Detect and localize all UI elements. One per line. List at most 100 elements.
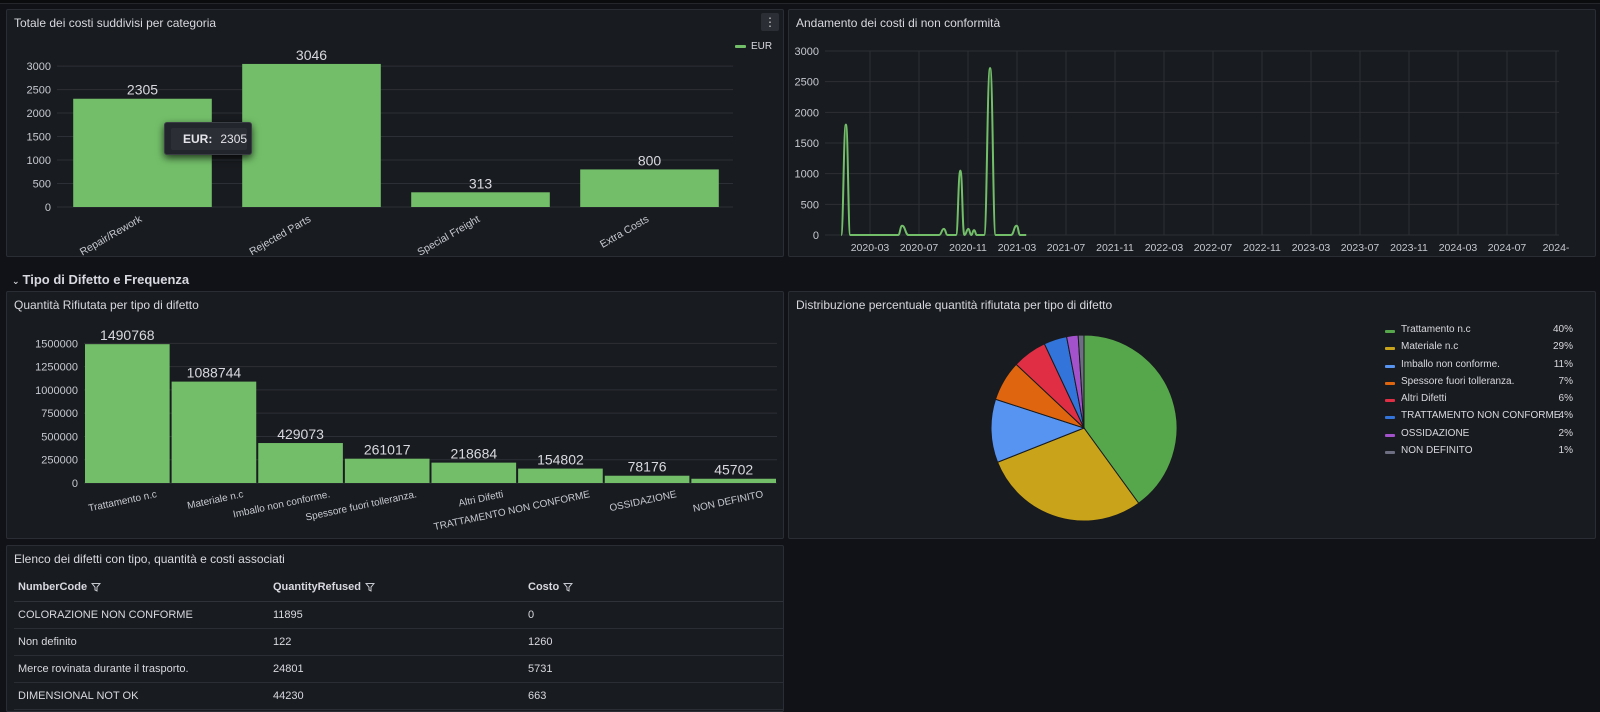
y-tick-label: 250000 — [41, 455, 78, 467]
legend-label: Trattamento n.c — [1401, 324, 1471, 335]
bar-value-label: 1490768 — [100, 327, 155, 343]
bar — [258, 443, 343, 483]
cell-quantity: 11895 — [269, 601, 524, 629]
y-tick-label: 2500 — [27, 85, 51, 97]
bar-value-label: 800 — [638, 152, 662, 168]
y-tick-label: 750000 — [41, 408, 78, 420]
trend-line-chart[interactable]: 0 500 1000 1500 2000 2500 3000 2020-03 2020-07 20… — [789, 10, 1596, 257]
cell-numbercode: COLORAZIONE NON CONFORME — [14, 601, 269, 629]
y-tick-label: 3000 — [27, 61, 51, 73]
table-row[interactable]: DIMENSIONAL NOT OK 44230 663 — [14, 682, 783, 710]
legend-label: Imballo non conforme. — [1401, 358, 1500, 370]
x-tick-label: 2020-11 — [949, 242, 987, 254]
series-line — [840, 67, 1027, 237]
bar — [85, 344, 170, 483]
x-tick-label: Repair/Rework — [78, 213, 145, 257]
bar-value-label: 218684 — [450, 446, 497, 462]
x-tick-label: Trattamento n.c — [87, 489, 157, 514]
legend-label: Materiale n.c — [1401, 341, 1459, 353]
legend-item[interactable]: Imballo non conforme. 11% — [1385, 359, 1573, 376]
table-row[interactable]: Merce rovinata durante il trasporto. 248… — [14, 655, 783, 683]
quantity-bar-chart[interactable]: 0 250000 500000 750000 1000000 1250000 1500000… — [7, 292, 784, 539]
x-tick-label: Rejected Parts — [247, 213, 313, 257]
bar-value-label: 1088744 — [187, 365, 242, 381]
bar — [171, 381, 257, 483]
panel-cost-trend: Andamento dei costi di non conformità 0 5… — [788, 9, 1596, 257]
cell-costo: 663 — [524, 682, 783, 710]
legend-item[interactable]: TRATTAMENTO NON CONFORME 4% — [1385, 410, 1573, 427]
x-tick-label: 2020-03 — [851, 242, 890, 254]
x-tick-label: 2021-03 — [998, 242, 1037, 254]
legend-item[interactable]: NON DEFINITO 1% — [1385, 445, 1573, 462]
pie-slice — [1083, 334, 1178, 504]
bar-value-label: 45702 — [714, 462, 753, 478]
costs-bar-chart[interactable]: 0 500 1000 1500 2000 2500 3000 2305 Repair/Rewor… — [7, 10, 784, 257]
tooltip-key: EUR: — [183, 132, 213, 146]
bar — [431, 462, 517, 483]
legend-item[interactable]: Trattamento n.c 40% — [1385, 324, 1573, 341]
legend-label: NON DEFINITO — [1401, 445, 1473, 457]
legend-swatch — [1385, 451, 1395, 455]
legend-item[interactable]: OSSIDAZIONE 2% — [1385, 428, 1573, 445]
legend-percent: 7% — [1558, 375, 1573, 387]
legend-swatch — [1385, 433, 1395, 437]
y-tick-label: 1000 — [795, 169, 819, 181]
y-tick-label: 2000 — [27, 108, 51, 120]
legend-item[interactable]: Spessore fuori tolleranza. 7% — [1385, 376, 1573, 393]
y-tick-label: 0 — [72, 478, 78, 490]
legend-percent: 1% — [1558, 445, 1573, 457]
panel-defect-table: Elenco dei difetti con tipo, quantità e … — [6, 545, 784, 712]
table-row[interactable]: Non definito 122 1260 — [14, 628, 783, 656]
table-row[interactable]: COLORAZIONE NON CONFORME 11895 0 — [14, 601, 783, 629]
panel-quantity-refused: Quantità Rifiutata per tipo di difetto 0… — [6, 291, 784, 539]
x-tick-label: 2020-07 — [900, 242, 939, 254]
cell-quantity: 122 — [269, 628, 524, 656]
panel-menu-icon[interactable]: ⋮ — [761, 13, 779, 31]
x-tick-label: Altri Difetti — [458, 489, 505, 509]
y-tick-label: 1500 — [795, 138, 819, 150]
bar — [242, 63, 381, 208]
legend-percent: 11% — [1553, 358, 1573, 370]
column-header-numbercode[interactable]: NumberCode — [14, 574, 269, 602]
panel-title: Elenco dei difetti con tipo, quantità e … — [14, 552, 285, 566]
column-header-quantityrefused[interactable]: QuantityRefused — [269, 574, 524, 602]
column-header-costo[interactable]: Costo — [524, 574, 783, 602]
bar — [580, 169, 719, 207]
legend-label: EUR — [751, 41, 772, 52]
bar — [691, 478, 776, 483]
legend-swatch — [1385, 347, 1395, 351]
bar — [604, 475, 690, 483]
cell-numbercode: Merce rovinata durante il trasporto. — [14, 655, 269, 683]
x-tick-label: Special Freight — [415, 213, 482, 257]
x-tick-label: 2021-11 — [1096, 242, 1134, 254]
legend-item[interactable]: Materiale n.c 29% — [1385, 341, 1573, 358]
y-tick-label: 1000 — [27, 155, 51, 167]
y-tick-label: 500 — [33, 179, 51, 191]
bar-value-label: 261017 — [364, 442, 411, 458]
y-tick-label: 1500 — [27, 132, 51, 144]
x-tick-label: 2022-03 — [1145, 242, 1184, 254]
legend-percent: 2% — [1558, 427, 1573, 439]
pie-slice — [996, 427, 1140, 522]
chevron-down-icon: ⌄ — [12, 276, 20, 286]
legend-swatch — [1385, 416, 1395, 420]
row-header-defects[interactable]: ⌄ Tipo di Difetto e Frequenza — [12, 272, 189, 287]
y-tick-label: 2500 — [795, 77, 819, 89]
cell-costo: 5731 — [524, 655, 783, 683]
legend-item[interactable]: Altri Difetti 6% — [1385, 393, 1573, 410]
x-tick-label: Extra Costs — [598, 213, 651, 251]
panel-title: Quantità Rifiutata per tipo di difetto — [14, 298, 199, 312]
y-tick-label: 0 — [45, 202, 51, 214]
filter-icon[interactable] — [91, 582, 102, 593]
y-tick-label: 500000 — [41, 431, 78, 443]
filter-icon[interactable] — [563, 582, 574, 593]
panel-title: Andamento dei costi di non conformità — [796, 16, 1001, 30]
filter-icon[interactable] — [365, 582, 376, 593]
defect-pie-chart[interactable] — [789, 292, 1596, 539]
y-tick-label: 2000 — [795, 107, 819, 119]
bar — [518, 468, 603, 483]
x-tick-label: 2024-07 — [1488, 242, 1527, 254]
legend-swatch — [1385, 364, 1395, 368]
y-tick-label: 1000000 — [35, 385, 78, 397]
cell-costo: 1260 — [524, 628, 783, 656]
